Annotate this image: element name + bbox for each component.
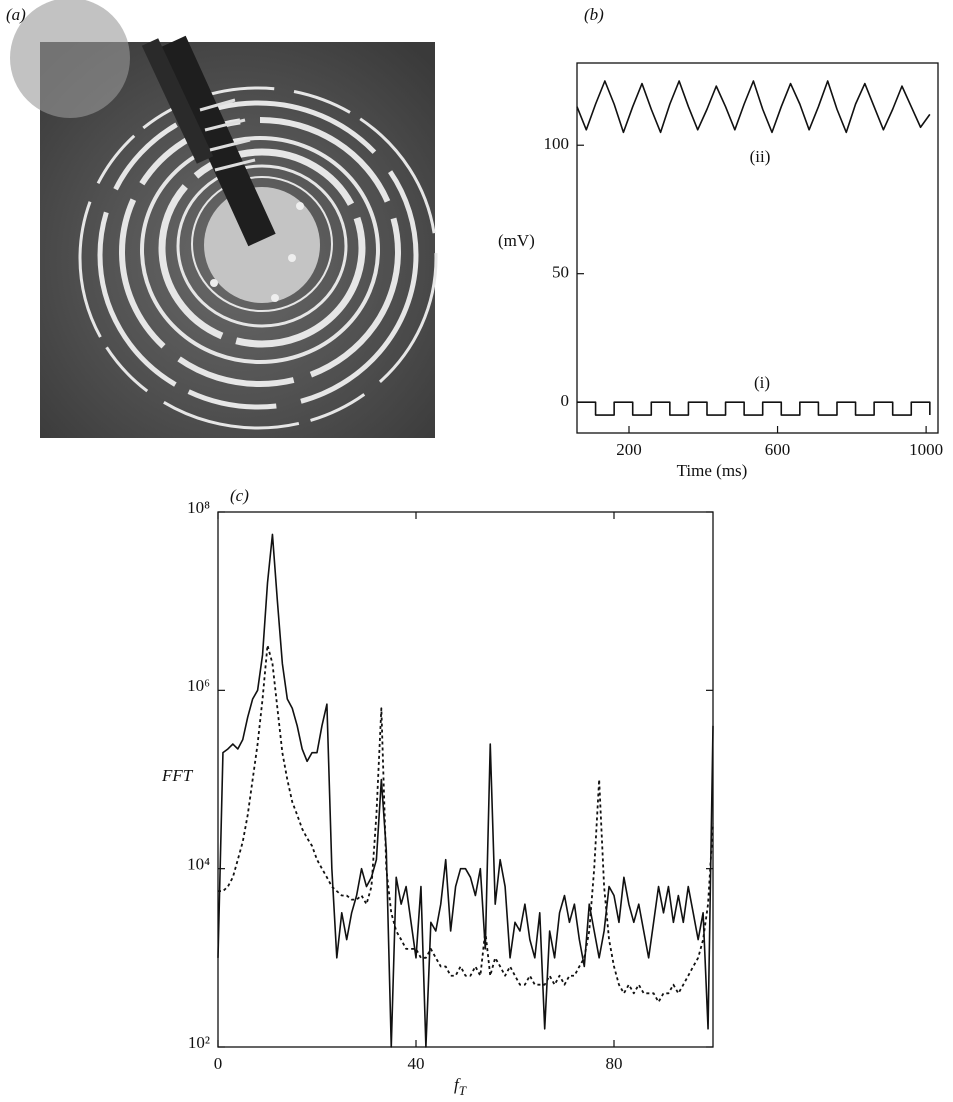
y-tick-label: 10² bbox=[188, 1033, 210, 1052]
y-tick-label: 50 bbox=[552, 263, 569, 282]
x-tick-label: 0 bbox=[214, 1054, 223, 1073]
x-tick-label: 80 bbox=[606, 1054, 623, 1073]
y-axis-label: (mV) bbox=[498, 231, 535, 250]
x-axis-label-main: f bbox=[454, 1075, 461, 1094]
y-tick-label: 0 bbox=[561, 391, 570, 410]
x-tick-label: 600 bbox=[765, 440, 791, 459]
plot-frame bbox=[217, 511, 714, 1048]
plot-frame bbox=[576, 62, 939, 434]
photo bbox=[10, 0, 438, 438]
x-axis-label: fT bbox=[454, 1075, 467, 1098]
panel-label: (b) bbox=[584, 5, 604, 24]
series-line bbox=[218, 644, 714, 1003]
x-axis-label-subscript: T bbox=[459, 1083, 467, 1098]
x-tick-label: 40 bbox=[408, 1054, 425, 1073]
y-tick-label: 100 bbox=[544, 134, 570, 153]
series-label: (ii) bbox=[750, 147, 771, 166]
series-line bbox=[217, 533, 714, 1048]
series-label: (i) bbox=[754, 373, 770, 392]
panel-label: (c) bbox=[230, 486, 249, 505]
y-tick-label: 10⁶ bbox=[187, 676, 210, 695]
y-tick-label: 10⁸ bbox=[187, 498, 210, 517]
x-tick-label: 1000 bbox=[909, 440, 943, 459]
x-axis-label: Time (ms) bbox=[677, 461, 748, 480]
y-axis-label: FFT bbox=[161, 766, 194, 785]
panel-label: (a) bbox=[6, 5, 26, 24]
x-tick-label: 200 bbox=[616, 440, 642, 459]
series-line bbox=[576, 80, 931, 134]
series-line bbox=[577, 401, 931, 416]
y-tick-label: 10⁴ bbox=[187, 855, 210, 874]
